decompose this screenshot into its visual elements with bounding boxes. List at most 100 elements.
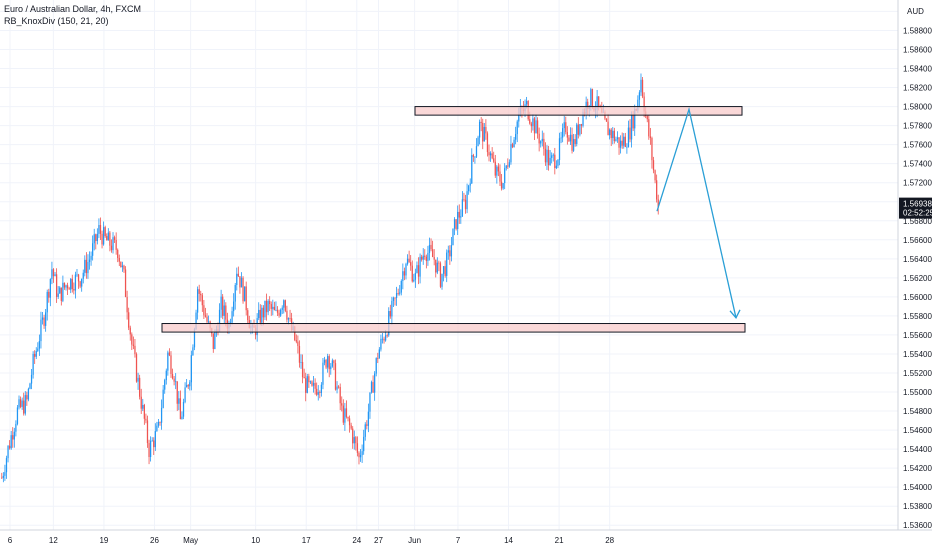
candle-body (204, 315, 207, 317)
candle-body (339, 387, 341, 404)
candle-body (190, 355, 192, 383)
candle-body (287, 318, 290, 320)
candle-body (165, 370, 167, 381)
candle-body (276, 309, 279, 313)
candle-body (400, 280, 402, 293)
candle-body (574, 139, 576, 144)
candle-body (123, 265, 125, 270)
candle-body (139, 377, 141, 397)
candle-body (455, 219, 457, 230)
time-axis[interactable]: 6 12 19 26 May 10 17 24 27 Jun 7 14 21 28 (8, 536, 615, 545)
candle-body (62, 282, 64, 301)
candle-body (571, 134, 573, 151)
candle-body (225, 305, 227, 320)
candle-body (629, 127, 631, 140)
candle-body (383, 338, 385, 341)
candle-body (43, 317, 45, 326)
candle-body (513, 139, 515, 148)
candle-body (237, 273, 239, 277)
candle-body (24, 395, 26, 414)
candle-body (170, 355, 172, 374)
candle-body (49, 279, 51, 298)
candle-body (344, 408, 346, 423)
time-tick-label: 7 (456, 536, 461, 545)
candle-body (397, 293, 399, 294)
candle-body (342, 405, 344, 423)
candle-body (15, 423, 17, 432)
price-tick-label: 1.58800 (903, 26, 932, 35)
candle-body (303, 377, 305, 379)
time-tick-label: 12 (49, 536, 58, 545)
candle-body (375, 358, 377, 374)
candle-body (162, 389, 164, 408)
candle-body (613, 130, 615, 142)
candle-body (134, 345, 136, 355)
time-tick-label: May (183, 536, 198, 545)
candle-body (472, 155, 474, 157)
candle-body (284, 300, 286, 311)
candle-body (511, 144, 514, 148)
candle-body (482, 122, 484, 142)
candle-body (505, 165, 507, 169)
candle-body (99, 225, 102, 234)
candle-body (220, 296, 222, 310)
candle-body (273, 306, 276, 311)
price-axis[interactable]: 1.53600 1.53800 1.54000 1.54200 1.54400 1.546… (903, 7, 932, 530)
candle-body (369, 392, 371, 412)
candle-body (417, 265, 420, 277)
candle-body (140, 396, 142, 409)
candle-body (109, 232, 111, 246)
price-tick-label: 1.55000 (903, 388, 932, 397)
candle-body (322, 362, 324, 385)
candle-body (233, 301, 235, 312)
chart-title[interactable]: Euro / Australian Dollar, 4h, FXCM (4, 4, 142, 14)
candle-body (624, 136, 626, 147)
candle-body (449, 250, 451, 257)
candle-body (372, 382, 374, 393)
candle-body (408, 258, 410, 263)
candle-body (331, 360, 333, 367)
candles-layer (1, 73, 659, 483)
candle-body (32, 353, 34, 375)
candle-body (71, 278, 73, 290)
candle-body (533, 118, 536, 134)
price-tick-label: 1.58400 (903, 65, 932, 74)
candle-body (164, 380, 166, 390)
candle-body (214, 332, 216, 349)
candle-body (319, 392, 321, 393)
candle-body (435, 259, 437, 273)
candle-body (345, 408, 348, 417)
candle-body (374, 373, 376, 393)
time-tick-label: 24 (352, 536, 361, 545)
price-tick-label: 1.57800 (903, 122, 932, 131)
candle-body (632, 114, 634, 129)
candle-body (569, 134, 572, 142)
candle-body (515, 134, 517, 140)
candle-body (424, 255, 426, 257)
candle-body (270, 304, 272, 309)
price-tick-label: 1.54000 (903, 483, 932, 492)
candle-body (623, 136, 625, 146)
candle-body (149, 440, 152, 457)
candle-body (223, 305, 225, 316)
candle-body (530, 123, 532, 127)
indicator-label[interactable]: RB_KnoxDiv (150, 21, 20) (4, 16, 109, 26)
candle-body (419, 256, 421, 277)
candle-body (334, 363, 337, 390)
candle-body (156, 425, 158, 432)
candle-body (535, 120, 537, 134)
candle-body (10, 435, 12, 449)
candle-body (207, 321, 210, 323)
candle-body (619, 140, 622, 148)
price-tick-label: 1.56600 (903, 236, 932, 245)
candle-body (493, 158, 495, 162)
candle-body (306, 376, 308, 393)
candle-body (507, 165, 509, 167)
candle-body (504, 168, 506, 184)
candle-body (651, 137, 653, 161)
candle-body (347, 416, 349, 419)
candle-body (450, 245, 453, 257)
candle-body (386, 335, 388, 337)
candle-body (402, 271, 404, 281)
